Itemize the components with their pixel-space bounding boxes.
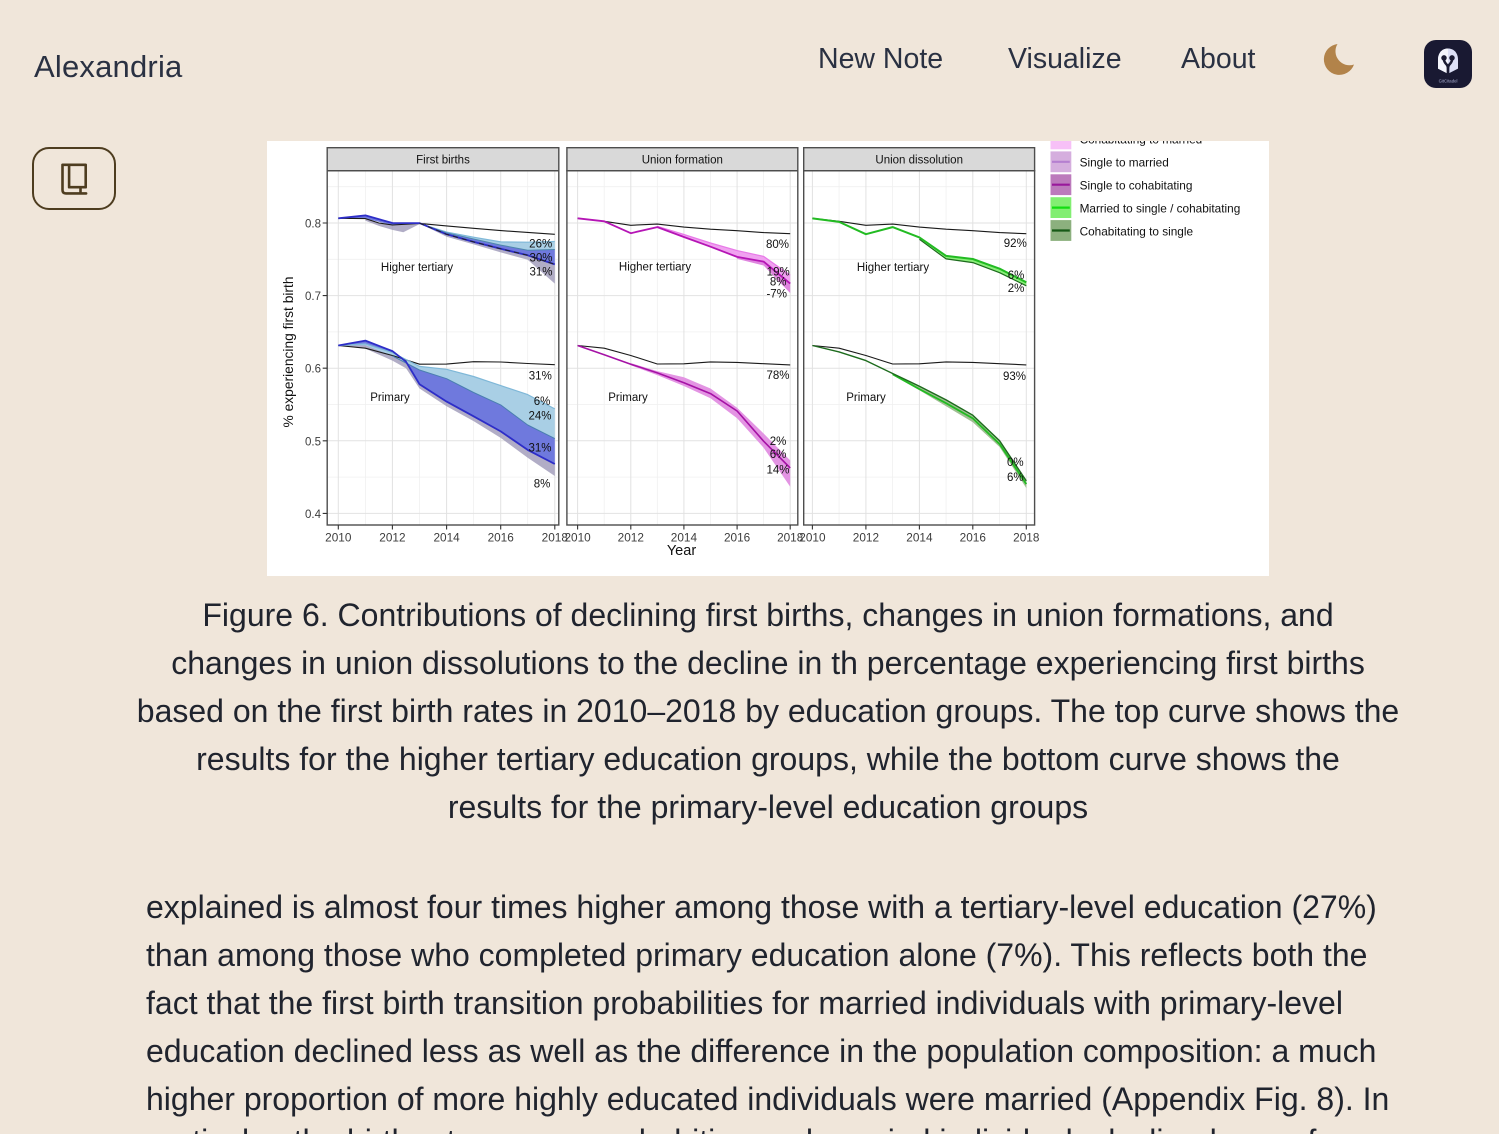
svg-text:30%: 30%	[529, 252, 552, 264]
svg-text:6%: 6%	[534, 396, 551, 408]
svg-text:Year: Year	[667, 543, 696, 559]
svg-text:0.8: 0.8	[305, 219, 321, 231]
svg-text:Married to single / cohabitati: Married to single / cohabitating	[1080, 201, 1241, 215]
svg-text:92%: 92%	[1004, 238, 1027, 250]
svg-text:-7%: -7%	[766, 289, 786, 301]
svg-text:2012: 2012	[618, 531, 644, 545]
svg-text:Primary: Primary	[608, 392, 648, 404]
svg-text:2%: 2%	[770, 436, 787, 448]
svg-text:Higher tertiary: Higher tertiary	[857, 262, 929, 274]
svg-text:Higher tertiary: Higher tertiary	[381, 262, 453, 274]
svg-text:First births: First births	[416, 155, 470, 167]
svg-text:0.7: 0.7	[305, 291, 321, 303]
svg-text:2014: 2014	[671, 531, 698, 545]
svg-text:2012: 2012	[853, 531, 879, 545]
svg-text:78%: 78%	[766, 370, 789, 382]
svg-text:93%: 93%	[1003, 371, 1026, 383]
svg-text:Primary: Primary	[370, 392, 410, 404]
svg-text:2010: 2010	[564, 531, 591, 545]
svg-text:80%: 80%	[766, 239, 789, 251]
svg-text:19%: 19%	[767, 266, 790, 278]
svg-text:Single to cohabitating: Single to cohabitating	[1080, 179, 1193, 193]
svg-text:0.4: 0.4	[305, 509, 322, 521]
svg-text:24%: 24%	[528, 410, 551, 422]
svg-text:2016: 2016	[724, 531, 751, 545]
svg-text:2%: 2%	[1008, 283, 1025, 295]
svg-text:2010: 2010	[325, 531, 352, 545]
svg-text:2018: 2018	[1013, 531, 1040, 545]
svg-text:Union formation: Union formation	[642, 155, 723, 167]
svg-text:0%: 0%	[1007, 457, 1024, 469]
svg-text:2018: 2018	[777, 531, 804, 545]
svg-text:26%: 26%	[529, 238, 552, 250]
svg-text:31%: 31%	[529, 370, 552, 382]
svg-text:14%: 14%	[766, 465, 789, 477]
svg-text:Higher tertiary: Higher tertiary	[619, 262, 691, 274]
svg-text:2018: 2018	[542, 531, 569, 545]
svg-text:Primary: Primary	[846, 392, 886, 404]
svg-text:2012: 2012	[379, 531, 405, 545]
svg-text:Single to married: Single to married	[1080, 156, 1169, 170]
svg-text:2014: 2014	[906, 531, 933, 545]
svg-text:2016: 2016	[960, 531, 987, 545]
svg-text:0.6: 0.6	[305, 364, 321, 376]
svg-text:0.5: 0.5	[305, 436, 321, 448]
svg-text:6%: 6%	[770, 449, 787, 461]
svg-text:31%: 31%	[528, 443, 551, 455]
svg-text:8%: 8%	[770, 276, 787, 288]
svg-text:% experiencing first birth: % experiencing first birth	[281, 276, 296, 427]
svg-text:6%: 6%	[1007, 472, 1024, 484]
svg-text:Union dissolution: Union dissolution	[875, 155, 963, 167]
svg-text:6%: 6%	[1008, 270, 1025, 282]
svg-text:Cohabitating to single: Cohabitating to single	[1080, 224, 1194, 238]
svg-text:2010: 2010	[799, 531, 826, 545]
svg-text:Cohabitating to married: Cohabitating to married	[1080, 141, 1203, 147]
svg-text:31%: 31%	[529, 266, 552, 278]
svg-text:2016: 2016	[488, 531, 515, 545]
svg-text:GitCitadel: GitCitadel	[1439, 79, 1458, 84]
svg-text:8%: 8%	[534, 478, 551, 490]
svg-text:2014: 2014	[433, 531, 460, 545]
